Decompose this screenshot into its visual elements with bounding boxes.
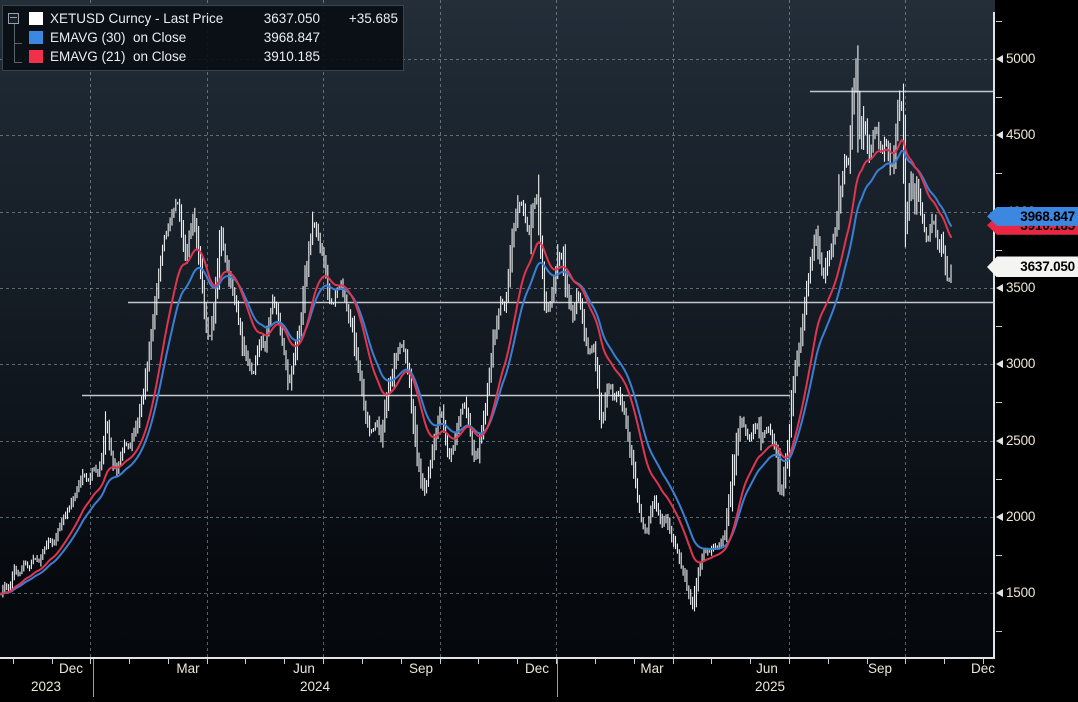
blue-series-swatch-icon	[29, 31, 43, 44]
ema30-price-tag: 3968.847	[987, 206, 1078, 226]
series-value: 3910.185	[263, 49, 320, 64]
collapse-toggle-icon[interactable]	[8, 13, 19, 24]
red-series-swatch-icon	[29, 50, 43, 63]
x-month-tick	[207, 659, 208, 664]
legend-tree-column	[3, 47, 29, 66]
y-minor-tick	[996, 326, 1002, 328]
legend-tree-branch	[14, 43, 22, 44]
x-month-tick	[284, 659, 285, 664]
price-chart-plot[interactable]: XETUSD Curncy - Last Price 3637.050 +35.…	[0, 0, 995, 658]
y-axis-line	[993, 12, 995, 658]
legend-tree-column	[3, 9, 29, 28]
series-value: 3637.050	[263, 11, 320, 26]
y-minor-tick	[996, 97, 1002, 99]
y-axis-label: 3000	[1006, 356, 1036, 372]
y-minor-tick	[996, 555, 1002, 557]
y-tick-arrow-icon	[996, 54, 1003, 63]
legend-tree-branch	[14, 62, 22, 63]
x-axis-line	[0, 657, 995, 659]
x-month-tick	[789, 659, 790, 664]
x-month-tick	[517, 659, 518, 664]
x-month-tick	[750, 659, 751, 664]
y-minor-tick	[996, 20, 1002, 22]
x-month-tick	[867, 659, 868, 664]
x-month-tick	[362, 659, 363, 664]
y-minor-tick	[996, 478, 1002, 480]
x-axis-month-label: Mar	[640, 661, 664, 676]
x-month-tick	[440, 659, 441, 664]
y-axis-label: 3500	[1006, 279, 1036, 295]
legend-row-last-price[interactable]: XETUSD Curncy - Last Price 3637.050 +35.…	[3, 9, 403, 28]
x-month-tick	[90, 659, 91, 664]
x-axis-month-label: Jun	[293, 661, 315, 676]
x-month-tick	[595, 659, 596, 664]
y-tick-arrow-icon	[996, 589, 1003, 598]
y-axis-label: 1500	[1006, 585, 1036, 601]
x-axis-year-label: 2023	[30, 679, 62, 694]
x-month-tick	[634, 659, 635, 664]
x-axis-month-label: Sep	[408, 661, 434, 676]
chart-canvas[interactable]	[0, 0, 995, 658]
series-value: 3968.847	[263, 30, 320, 45]
year-separator	[93, 659, 94, 697]
x-axis-month-label: Dec	[524, 661, 550, 676]
x-month-tick	[478, 659, 479, 664]
x-axis-year-label: 2024	[299, 679, 331, 694]
y-tick-arrow-icon	[996, 436, 1003, 445]
x-month-tick	[673, 659, 674, 664]
x-month-tick	[401, 659, 402, 664]
y-axis-label: 4500	[1006, 127, 1036, 143]
legend-tree-column	[3, 28, 29, 47]
x-month-tick	[944, 659, 945, 664]
x-month-tick	[323, 659, 324, 664]
legend-row-ema30[interactable]: EMAVG (30) on Close 3968.847	[3, 28, 403, 47]
x-month-tick	[168, 659, 169, 664]
series-change: +35.685	[348, 11, 398, 26]
x-month-tick	[905, 659, 906, 664]
chart-legend: XETUSD Curncy - Last Price 3637.050 +35.…	[2, 5, 404, 71]
x-month-tick	[828, 659, 829, 664]
series-label: EMAVG (21) on Close	[50, 49, 187, 64]
last-price-tag: 3637.050	[987, 256, 1078, 278]
y-minor-tick	[996, 173, 1002, 175]
x-month-tick	[711, 659, 712, 664]
x-axis-year-label: 2025	[754, 679, 786, 694]
y-tick-arrow-icon	[996, 512, 1003, 521]
y-minor-tick	[996, 631, 1002, 633]
legend-tree-line	[14, 22, 15, 63]
y-axis-label: 2000	[1006, 508, 1036, 524]
white-series-swatch-icon	[29, 12, 43, 25]
x-month-tick	[556, 659, 557, 664]
x-month-tick	[52, 659, 53, 664]
x-axis-month-label: Dec	[58, 661, 84, 676]
x-month-tick	[129, 659, 130, 664]
y-tick-arrow-icon	[996, 360, 1003, 369]
year-separator	[557, 659, 558, 697]
series-label: EMAVG (30) on Close	[50, 30, 187, 45]
x-month-tick	[245, 659, 246, 664]
x-month-tick	[983, 659, 984, 664]
x-axis-month-label: Mar	[176, 661, 200, 676]
x-axis-month-label: Dec	[970, 661, 996, 676]
series-label: XETUSD Curncy - Last Price	[50, 11, 224, 26]
y-axis-label: 5000	[1006, 50, 1036, 66]
y-tick-arrow-icon	[996, 283, 1003, 292]
x-axis-month-label: Sep	[867, 661, 893, 676]
y-axis-label: 2500	[1006, 432, 1036, 448]
y-minor-tick	[996, 402, 1002, 404]
legend-row-ema21[interactable]: EMAVG (21) on Close 3910.185	[3, 47, 403, 66]
x-month-tick	[13, 659, 14, 664]
y-tick-arrow-icon	[996, 131, 1003, 140]
x-axis-month-label: Jun	[756, 661, 778, 676]
y-minor-tick	[996, 249, 1002, 251]
